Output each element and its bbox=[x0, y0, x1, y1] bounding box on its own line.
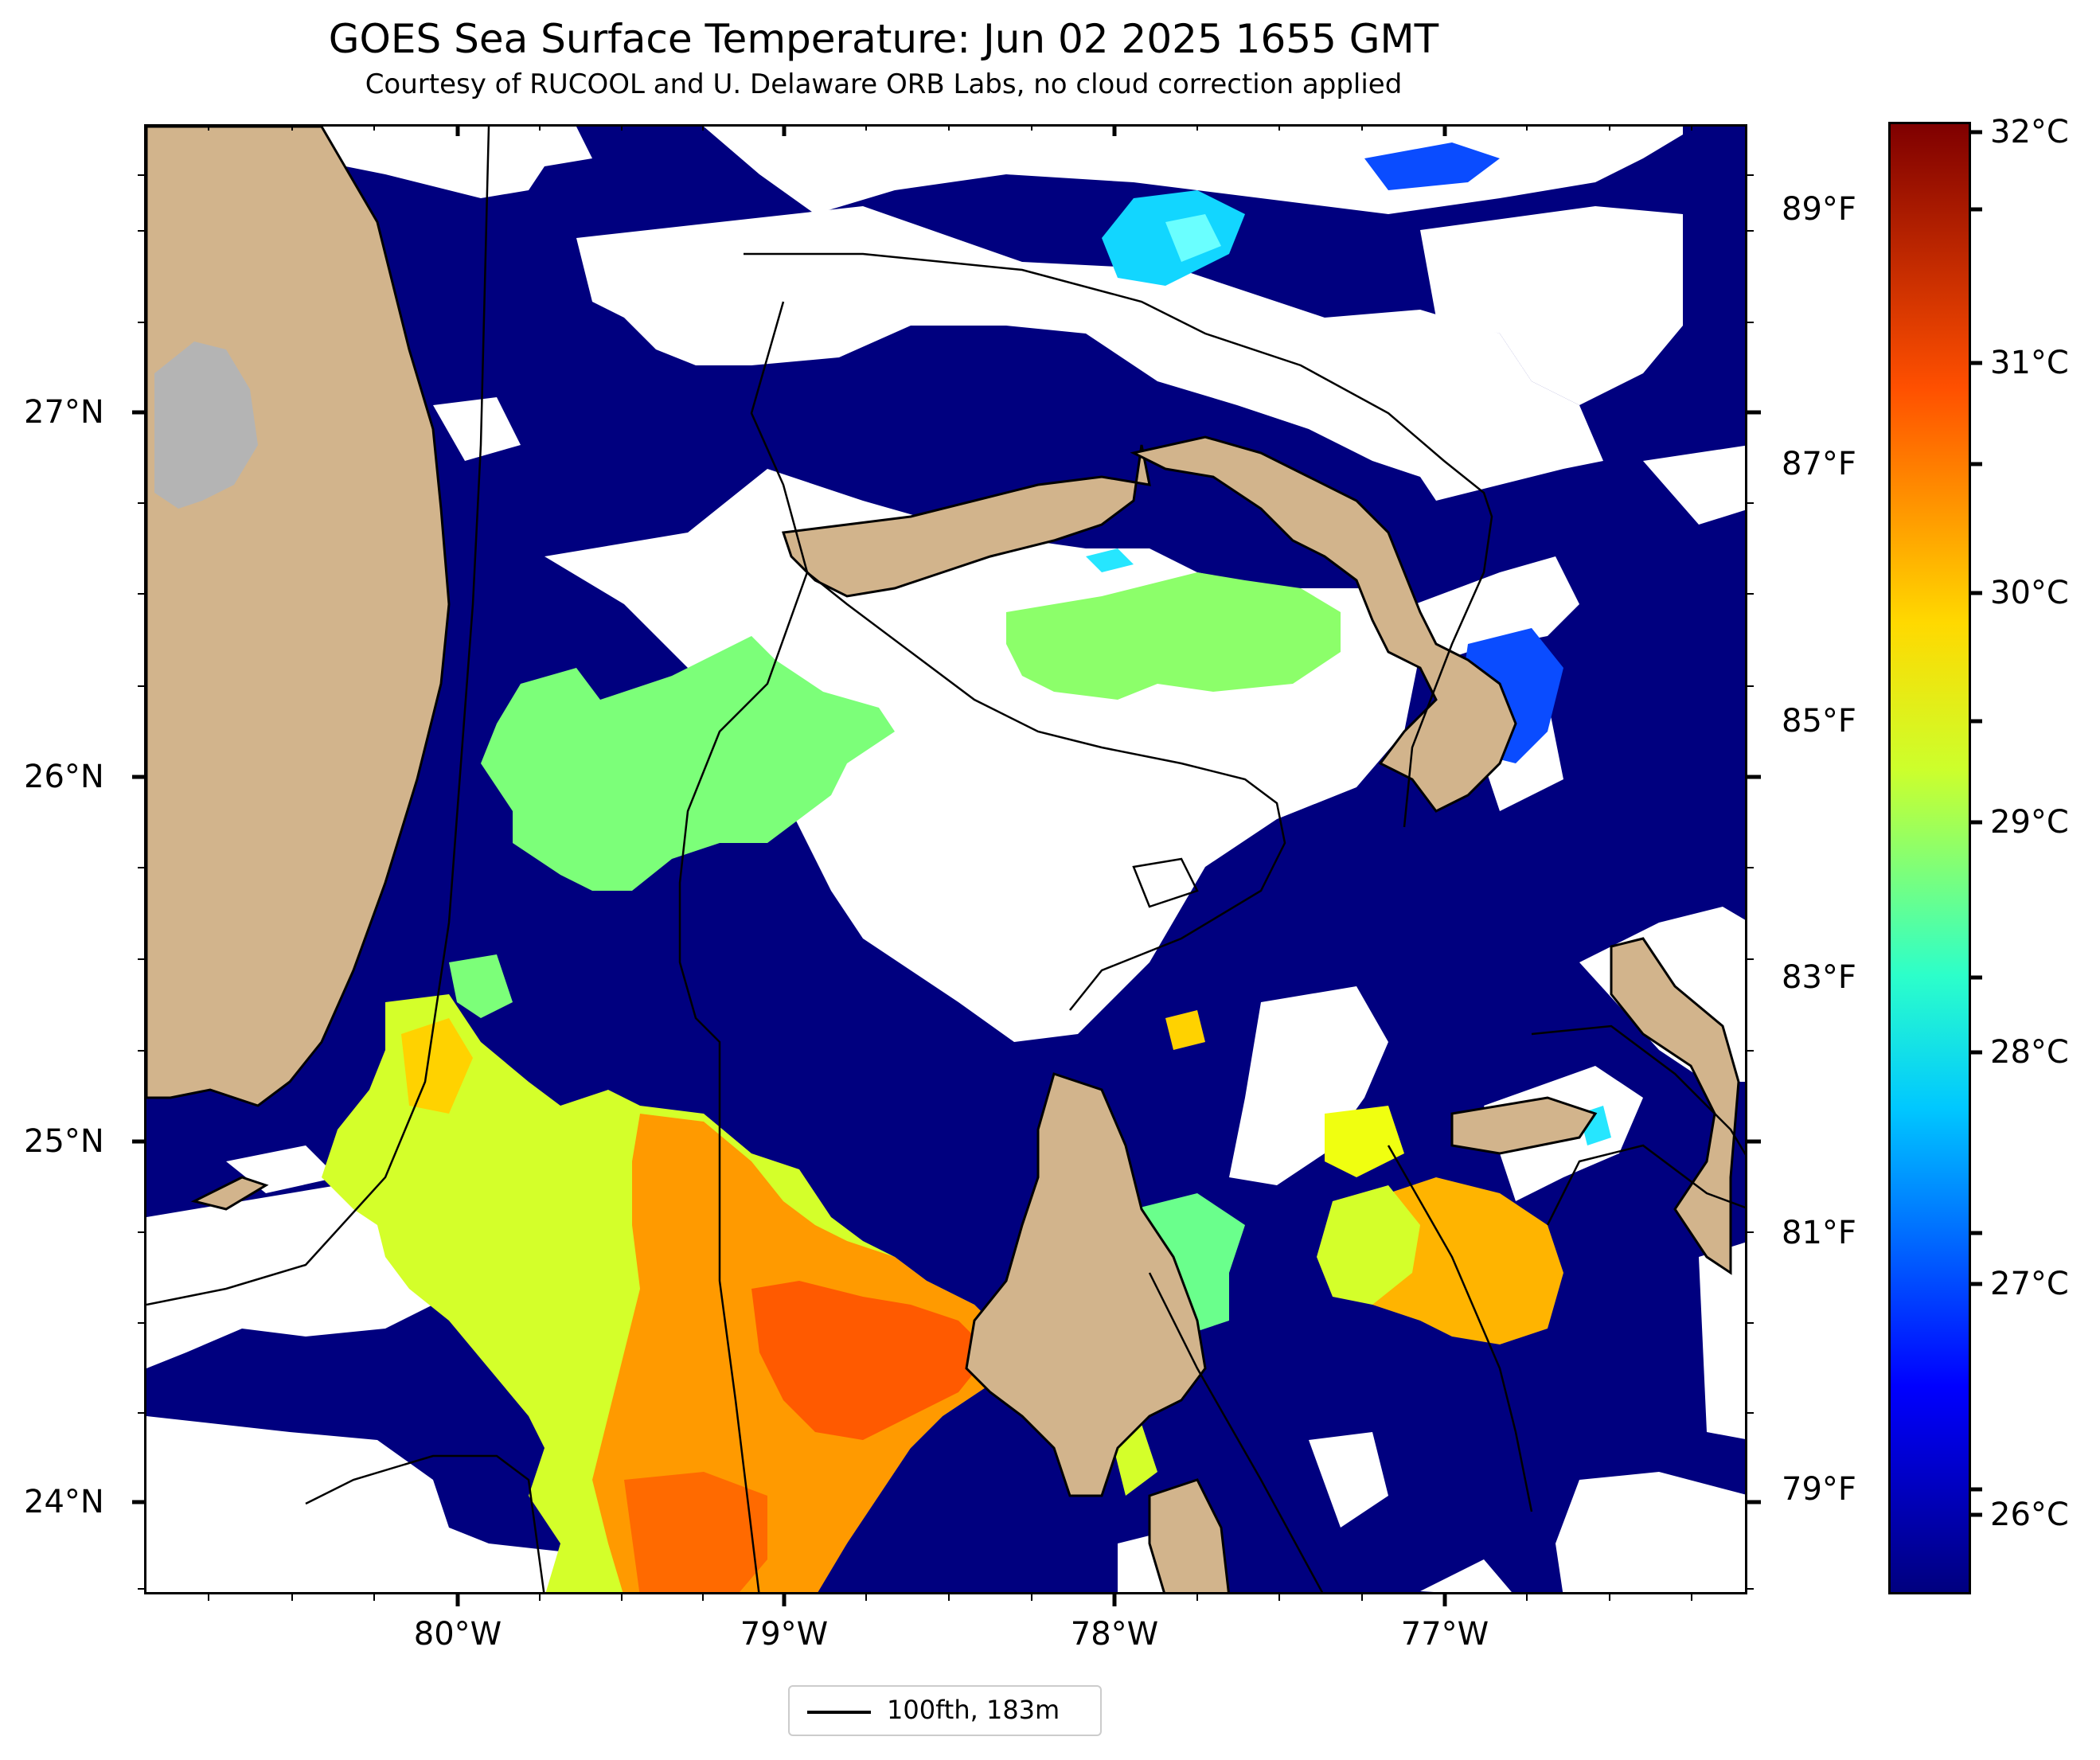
celsius-label-32: 32°C bbox=[1990, 114, 2069, 150]
celsius-label-27: 27°C bbox=[1990, 1266, 2069, 1302]
fahrenheit-label-85: 85°F bbox=[1782, 703, 1856, 740]
eleuthera-land bbox=[1610, 937, 1740, 1275]
fahrenheit-label-89: 89°F bbox=[1782, 191, 1856, 228]
map-subtitle: Courtesy of RUCOOL and U. Delaware ORB L… bbox=[365, 68, 1403, 100]
celsius-label-31: 31°C bbox=[1990, 345, 2069, 381]
fahrenheit-label-81: 81°F bbox=[1782, 1215, 1856, 1251]
grand-bahama-land bbox=[781, 444, 1151, 598]
celsius-label-30: 30°C bbox=[1990, 575, 2069, 611]
sst-map[interactable] bbox=[144, 124, 1747, 1594]
great-abaco-land bbox=[1130, 435, 1517, 813]
fahrenheit-label-83: 83°F bbox=[1782, 959, 1856, 996]
fahrenheit-label-79: 79°F bbox=[1782, 1471, 1856, 1508]
latitude-label-25n: 25°N bbox=[24, 1123, 104, 1160]
lake-okeechobee bbox=[154, 341, 258, 509]
legend-line-swatch bbox=[807, 1711, 871, 1714]
new-providence-land bbox=[1450, 1096, 1598, 1155]
map-title: GOES Sea Surface Temperature: Jun 02 202… bbox=[328, 16, 1439, 62]
bathymetry-contours bbox=[146, 127, 1745, 1592]
celsius-label-29: 29°C bbox=[1990, 804, 2069, 841]
longitude-label-80w: 80°W bbox=[413, 1616, 502, 1653]
sst-map-canvas bbox=[146, 127, 1745, 1592]
celsius-label-26: 26°C bbox=[1990, 1497, 2069, 1533]
latitude-label-26n: 26°N bbox=[24, 759, 104, 795]
longitude-label-77w: 77°W bbox=[1400, 1616, 1489, 1653]
longitude-label-79w: 79°W bbox=[740, 1616, 829, 1653]
celsius-label-28: 28°C bbox=[1990, 1034, 2069, 1071]
temperature-colorbar bbox=[1888, 122, 1971, 1594]
contour-legend: 100fth, 183m bbox=[788, 1685, 1102, 1736]
fahrenheit-label-87: 87°F bbox=[1782, 446, 1856, 482]
legend-label: 100fth, 183m bbox=[887, 1695, 1060, 1725]
florida-keys-land bbox=[190, 1176, 269, 1211]
andros-land bbox=[965, 1072, 1207, 1497]
andros-south-land bbox=[1148, 1478, 1230, 1592]
latitude-label-24n: 24°N bbox=[24, 1484, 104, 1520]
longitude-label-78w: 78°W bbox=[1070, 1616, 1159, 1653]
warm-regions bbox=[322, 994, 1563, 1592]
latitude-label-27n: 27°N bbox=[24, 394, 104, 431]
